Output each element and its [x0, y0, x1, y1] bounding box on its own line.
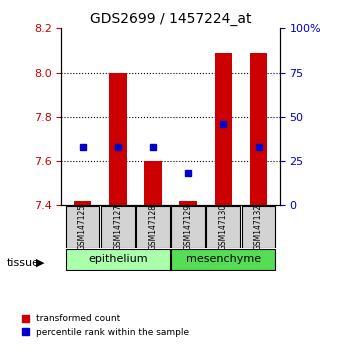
FancyBboxPatch shape [242, 206, 276, 248]
FancyBboxPatch shape [65, 206, 99, 248]
Legend: transformed count, percentile rank within the sample: transformed count, percentile rank withi… [21, 314, 189, 337]
Text: GSM147128: GSM147128 [148, 204, 158, 250]
Bar [144, 161, 162, 205]
Text: GSM147125: GSM147125 [78, 204, 87, 250]
FancyBboxPatch shape [136, 206, 170, 248]
FancyBboxPatch shape [65, 249, 170, 270]
Bar [250, 53, 267, 205]
Bar [109, 73, 127, 205]
Text: tissue: tissue [7, 258, 40, 268]
FancyBboxPatch shape [171, 206, 205, 248]
Bar [179, 201, 197, 205]
FancyBboxPatch shape [101, 206, 135, 248]
Text: epithelium: epithelium [88, 254, 148, 264]
FancyBboxPatch shape [206, 206, 240, 248]
Title: GDS2699 / 1457224_at: GDS2699 / 1457224_at [90, 12, 251, 26]
Text: GSM147127: GSM147127 [113, 204, 122, 250]
Text: GSM147132: GSM147132 [254, 204, 263, 250]
Bar [74, 201, 91, 205]
Text: mesenchyme: mesenchyme [186, 254, 261, 264]
Text: GSM147130: GSM147130 [219, 204, 228, 250]
FancyBboxPatch shape [171, 249, 276, 270]
Text: GSM147129: GSM147129 [183, 204, 193, 250]
Bar [214, 53, 232, 205]
Text: ▶: ▶ [36, 258, 44, 268]
